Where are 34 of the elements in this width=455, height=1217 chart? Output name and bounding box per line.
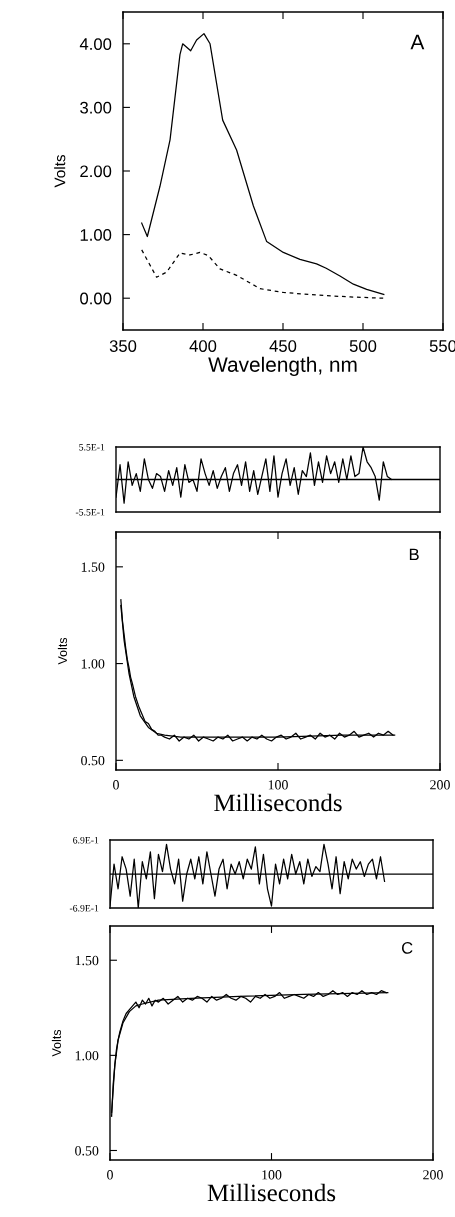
x-axis-title: Milliseconds <box>214 793 342 812</box>
y-tick-label: 1.00 <box>80 229 112 241</box>
y-tick-label: 2.00 <box>80 165 112 178</box>
y-tick-label: 0.50 <box>75 1146 99 1156</box>
y-tick-label: 1.00 <box>75 1050 99 1061</box>
x-tick-label: 450 <box>269 340 297 352</box>
x-axis-title: Milliseconds <box>207 1183 336 1202</box>
x-tick-label: 100 <box>268 780 288 790</box>
y-tick-label: 3.00 <box>80 101 112 114</box>
x-tick-label: 200 <box>430 780 450 790</box>
y-axis-title: Volts <box>57 637 67 665</box>
y-tick-label: 5.5E-1 <box>79 443 105 451</box>
y-axis-title: Volts <box>54 154 66 188</box>
y-tick-label: -6.9E-1 <box>69 904 99 912</box>
y-tick-label: 4.00 <box>79 38 112 50</box>
y-tick-label: 6.9E-1 <box>73 836 99 844</box>
y-tick-label: 1.00 <box>81 659 105 669</box>
x-tick-label: 200 <box>423 1170 443 1180</box>
x-tick-label: 350 <box>109 340 137 352</box>
y-tick-label: 1.50 <box>75 955 99 966</box>
x-tick-label: 500 <box>349 340 377 352</box>
x-tick-label: 100 <box>262 1170 282 1180</box>
x-axis-title: Wavelength, nm <box>208 356 357 377</box>
y-tick-label: -5.5E-1 <box>75 508 105 516</box>
y-axis-title: Volts <box>51 1029 61 1057</box>
y-tick-label: 0.00 <box>80 292 112 305</box>
x-tick-label: 0 <box>113 780 119 790</box>
y-tick-label: 1.50 <box>81 562 105 572</box>
annotation: A <box>410 34 425 50</box>
annotation: B <box>409 548 419 561</box>
annotation: C <box>401 942 413 954</box>
y-tick-label: 0.50 <box>81 755 105 766</box>
x-tick-label: 400 <box>189 340 217 352</box>
x-tick-label: 0 <box>107 1170 113 1180</box>
